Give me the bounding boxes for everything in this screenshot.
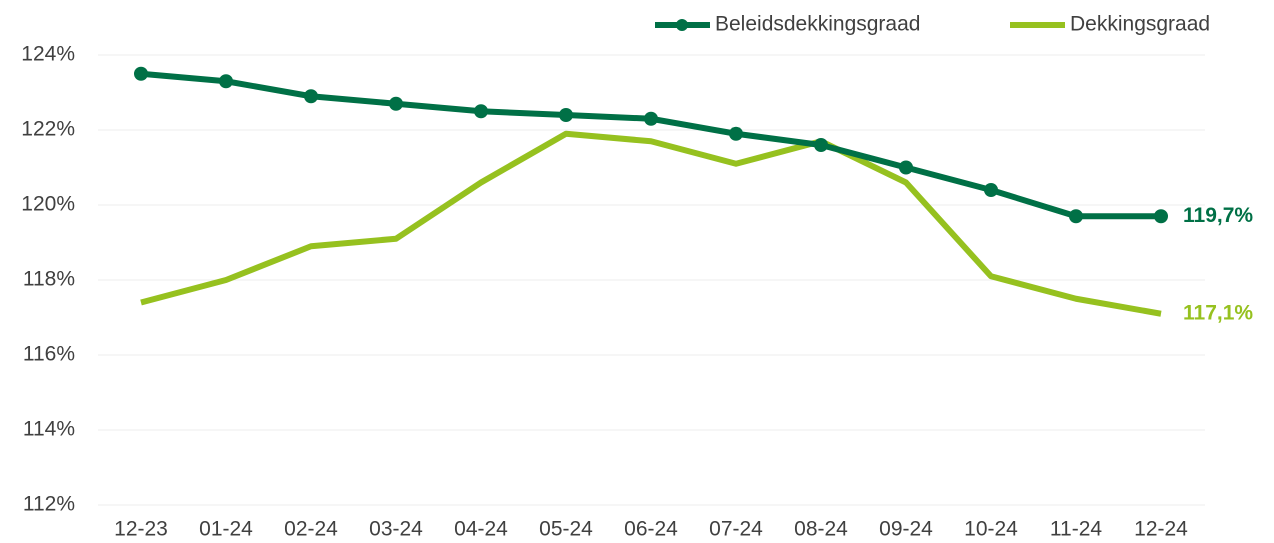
x-tick-label: 06-24: [624, 518, 678, 541]
x-tick-label: 07-24: [709, 518, 763, 541]
y-tick-label: 116%: [23, 343, 75, 366]
x-tick-label: 05-24: [539, 518, 593, 541]
x-tick-label: 09-24: [879, 518, 933, 541]
point-marker: [1069, 209, 1083, 224]
x-tick-label: 02-24: [284, 518, 338, 541]
y-tick-label: 122%: [21, 118, 75, 141]
point-marker: [1154, 209, 1168, 224]
x-tick-label: 08-24: [794, 518, 848, 541]
point-marker: [984, 183, 998, 197]
y-tick-label: 118%: [23, 268, 75, 291]
point-marker: [814, 138, 828, 152]
line-series: [140, 70, 1161, 220]
data-label: 117,1%: [1183, 301, 1253, 324]
y-tick-label: 124%: [21, 43, 75, 66]
y-tick-label: 120%: [21, 193, 75, 216]
point-marker: [729, 126, 743, 141]
y-tick-label: 112%: [23, 493, 75, 516]
x-tick-label: 03-24: [369, 518, 423, 541]
legend-marker: [676, 19, 688, 31]
point-marker: [559, 108, 573, 122]
data-label: 119,7%: [1183, 204, 1253, 227]
legend-label: Beleidsdekkingsgraad: [715, 13, 920, 36]
x-tick-label: 04-24: [454, 518, 508, 541]
x-tick-label: 12-23: [114, 518, 168, 541]
point-marker: [304, 89, 318, 104]
point-marker: [134, 66, 148, 81]
point-marker: [474, 104, 488, 119]
x-tick-label: 12-24: [1134, 518, 1188, 541]
x-tick-label: 11-24: [1050, 518, 1102, 541]
point-marker: [389, 96, 403, 111]
x-tick-label: 10-24: [964, 518, 1018, 541]
point-marker: [899, 160, 913, 175]
x-tick-label: 01-24: [199, 518, 253, 541]
point-marker: [219, 74, 233, 89]
y-tick-label: 114%: [23, 418, 75, 441]
line-series: [140, 130, 1162, 317]
legend-label: Dekkingsgraad: [1070, 13, 1210, 36]
point-marker: [644, 111, 658, 126]
